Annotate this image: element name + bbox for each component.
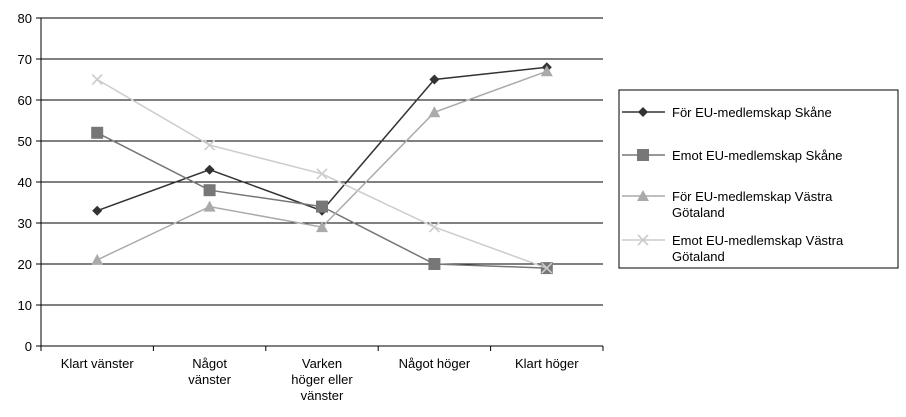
data-point-triangle [540, 65, 553, 77]
data-point-diamond [204, 164, 215, 175]
legend-label: För EU-medlemskap Västra Götaland [672, 189, 833, 220]
data-point-triangle [91, 253, 104, 265]
series-4 [91, 73, 553, 274]
data-point-diamond [429, 74, 440, 85]
data-point-x [428, 221, 440, 233]
x-tick-label: Klart höger [515, 356, 579, 371]
legend-box [618, 89, 899, 269]
y-axis: 0 10 20 30 40 50 60 70 80 [18, 11, 603, 354]
legend-marker [637, 190, 649, 201]
legend-label: För EU-medlemskap Skåne [672, 105, 832, 120]
x-tick-label: Varken höger eller vänster [291, 356, 353, 403]
legend-marker [637, 234, 649, 246]
series-lines [91, 62, 553, 275]
y-tick-label: 40 [18, 175, 32, 190]
legend-label: Emot EU-medlemskap Skåne [672, 148, 843, 163]
data-point-square [203, 184, 216, 197]
legend-marker [638, 107, 648, 117]
series-3 [91, 65, 553, 265]
data-point-x [204, 139, 216, 151]
data-point-diamond [92, 205, 103, 216]
data-point-square [91, 126, 104, 139]
legend-item: För EU-medlemskap Skåne [622, 105, 832, 120]
x-axis: Klart vänster Något vänster Varken höger ell… [40, 346, 604, 403]
series-1 [92, 62, 552, 216]
data-point-square [428, 258, 441, 270]
legend: För EU-medlemskap Skåne Emot EU-medlemska… [618, 89, 899, 269]
x-tick-label: Klart vänster [61, 356, 135, 371]
series-2 [91, 126, 553, 275]
grid [41, 17, 603, 306]
legend-label: Emot EU-medlemskap Västra Götaland [672, 233, 844, 264]
y-tick-label: 30 [18, 216, 32, 231]
x-tick-label: Något höger [399, 356, 471, 371]
legend-item: Emot EU-medlemskap Västra Götaland [622, 233, 844, 264]
data-point-x [316, 168, 328, 180]
data-point-x [541, 262, 553, 274]
y-tick-label: 0 [25, 339, 32, 354]
legend-item: För EU-medlemskap Västra Götaland [622, 189, 833, 220]
legend-item: Emot EU-medlemskap Skåne [622, 148, 843, 163]
data-point-triangle [316, 221, 328, 233]
data-point-square [316, 200, 328, 213]
series-line [96, 66, 547, 212]
y-tick-label: 10 [18, 298, 32, 313]
x-tick-label: Något vänster [188, 356, 231, 387]
legend-marker [637, 149, 649, 161]
y-tick-label: 70 [18, 52, 32, 67]
data-point-triangle [203, 200, 216, 212]
data-point-x [91, 73, 103, 86]
y-tick-label: 50 [18, 134, 32, 149]
y-tick-label: 20 [18, 257, 32, 272]
y-tick-label: 80 [18, 11, 32, 26]
series-line [96, 132, 547, 269]
y-tick-label: 60 [18, 93, 32, 108]
data-point-triangle [428, 106, 441, 118]
